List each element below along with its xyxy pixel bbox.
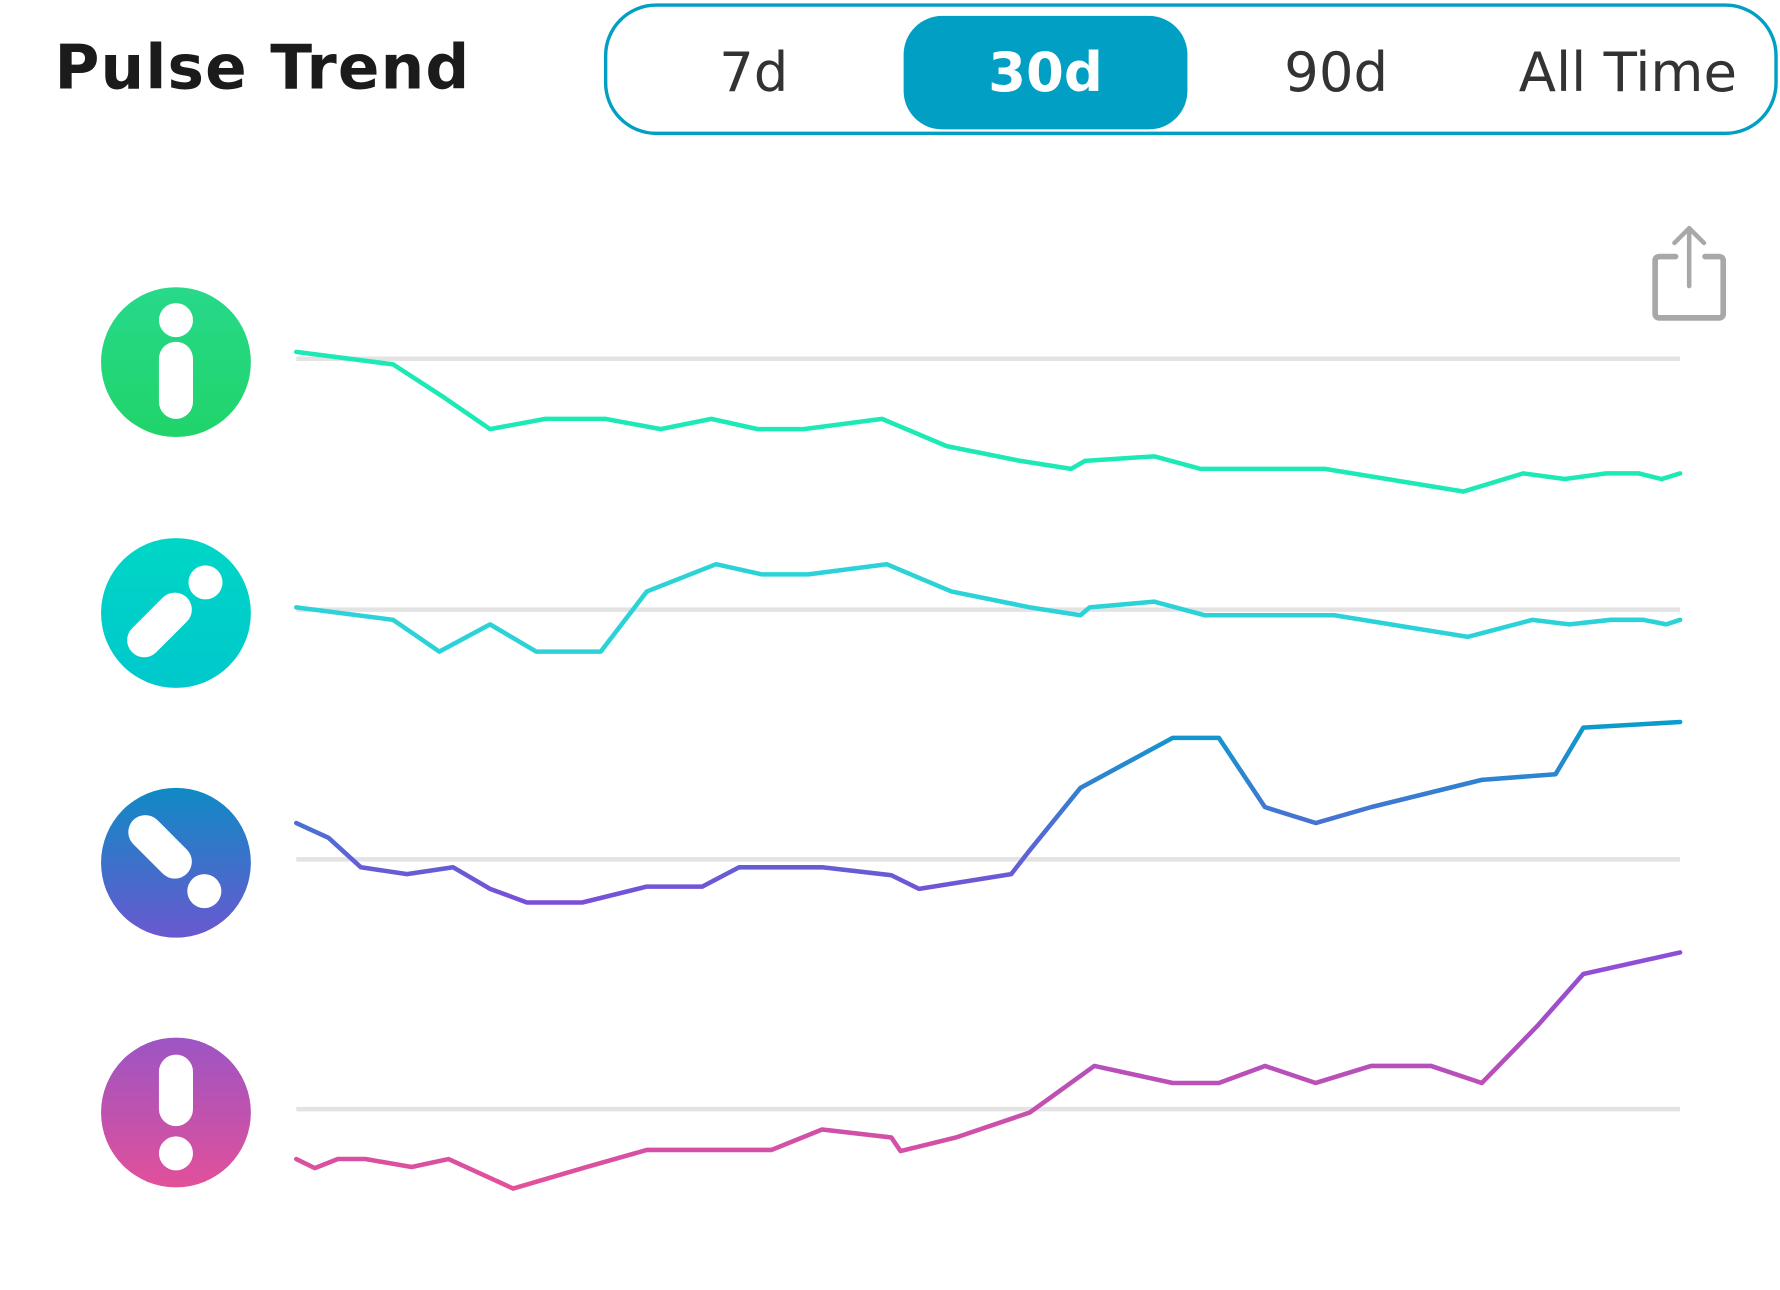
range-option-7d[interactable]: 7d [612,16,896,130]
series-line [296,722,1680,902]
trending-up-icon [101,538,251,688]
range-option-30d[interactable]: 30d [904,16,1188,130]
series-line [296,352,1680,492]
share-button[interactable] [1646,222,1732,324]
page-title: Pulse Trend [54,32,470,104]
trending-down-icon [101,788,251,938]
alert-icon [101,1038,251,1188]
share-icon [1646,222,1732,324]
series-2 [101,538,1680,688]
range-option-90d[interactable]: 90d [1194,16,1478,130]
series-1 [101,287,1680,491]
series-line [296,952,1680,1188]
range-selector: 7d 30d 90d All Time [604,3,1778,135]
series-3 [101,722,1680,938]
range-option-all-time[interactable]: All Time [1483,16,1774,130]
series-4 [101,952,1680,1188]
info-icon [101,287,251,437]
